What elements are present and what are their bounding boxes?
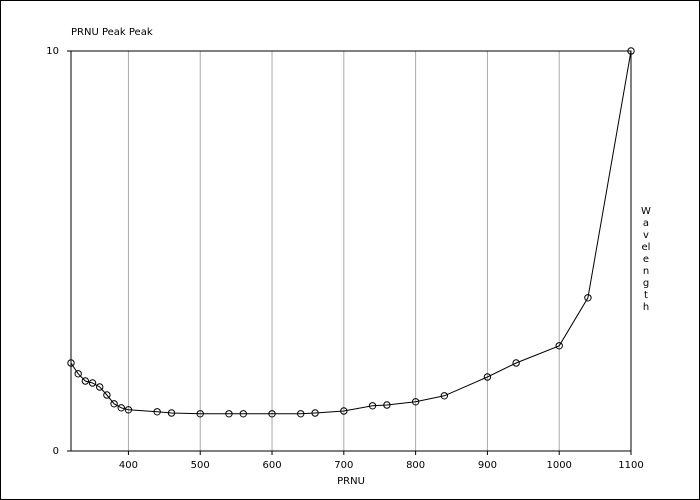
data-point xyxy=(584,294,592,302)
data-point xyxy=(74,370,82,378)
data-point xyxy=(411,398,420,406)
data-point xyxy=(368,402,377,410)
data-point xyxy=(124,406,133,414)
data-point xyxy=(239,410,248,418)
data-point xyxy=(340,407,348,415)
data-point xyxy=(297,410,305,418)
data-point xyxy=(167,409,176,417)
x-axis-label: PRNU xyxy=(337,476,365,487)
data-point xyxy=(103,391,111,399)
x-tick-label: 1000 xyxy=(546,460,571,471)
x-tick-label: 700 xyxy=(334,460,353,471)
x-tick-label: 1100 xyxy=(618,460,643,471)
data-point xyxy=(311,409,319,417)
data-point xyxy=(196,410,204,418)
chart-title: PRNU Peak Peak xyxy=(71,27,153,38)
data-point xyxy=(268,410,276,418)
data-point xyxy=(96,383,104,391)
data-point xyxy=(483,373,492,381)
x-tick-label: 600 xyxy=(262,460,281,471)
series-line xyxy=(70,50,632,415)
data-point xyxy=(67,359,75,367)
x-tick-label: 800 xyxy=(406,460,425,471)
plot-frame xyxy=(70,50,632,452)
data-point xyxy=(627,47,635,55)
data-point xyxy=(383,401,391,409)
data-point xyxy=(512,359,520,367)
data-point xyxy=(117,404,125,412)
data-point xyxy=(88,379,97,387)
data-point xyxy=(555,342,563,350)
y-axis-label: Wavelength xyxy=(641,206,651,313)
x-tick-label: 500 xyxy=(191,460,210,471)
data-point xyxy=(81,377,90,385)
data-point xyxy=(440,392,449,400)
data-point xyxy=(153,408,161,416)
data-point xyxy=(110,400,118,408)
data-point xyxy=(225,410,233,418)
y-tick-label: 10 xyxy=(46,46,59,57)
y-tick-label: 0 xyxy=(53,446,59,457)
x-tick-label: 900 xyxy=(478,460,497,471)
x-tick-label: 400 xyxy=(119,460,138,471)
